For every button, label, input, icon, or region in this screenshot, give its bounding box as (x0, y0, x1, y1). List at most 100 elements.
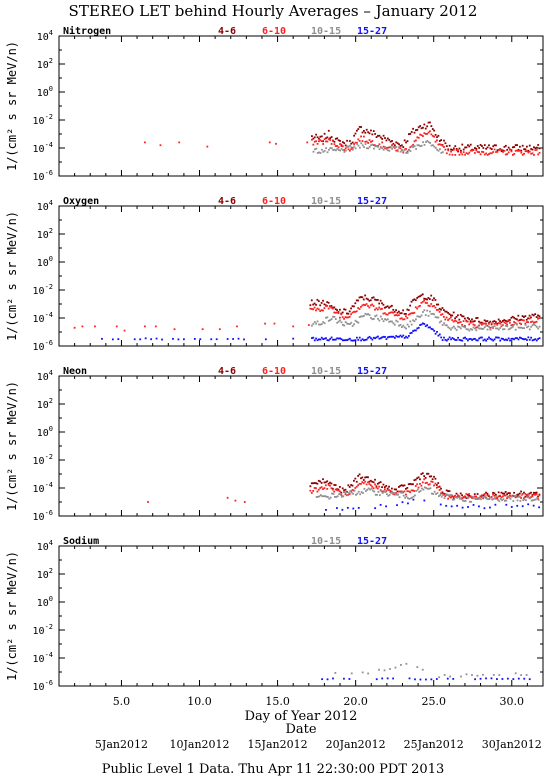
oxygen-data-point (500, 321, 503, 324)
oxygen-data-point (320, 336, 323, 339)
nitrogen-data-point (520, 151, 523, 154)
neon-data-point (469, 495, 472, 498)
sodium-data-point (514, 672, 517, 675)
oxygen-data-point (139, 338, 142, 341)
nitrogen-data-point (372, 144, 375, 146)
neon-data-point (368, 483, 371, 485)
neon-data-point (473, 495, 476, 498)
oxygen-data-point (403, 326, 406, 329)
neon-data-point (383, 490, 385, 492)
oxygen-data-point (403, 337, 406, 339)
oxygen-data-point (455, 315, 458, 318)
oxygen-data-point (440, 308, 442, 311)
sodium-data-point (332, 677, 334, 680)
nitrogen-data-point (327, 138, 330, 141)
neon-data-point (381, 492, 384, 494)
x-tick-label: 5.0 (113, 695, 131, 708)
oxygen-data-point (516, 337, 518, 340)
neon-data-point (485, 497, 488, 500)
oxygen-data-point (400, 312, 403, 315)
sodium-data-point (525, 674, 528, 676)
oxygen-data-point (377, 317, 379, 320)
nitrogen-data-point (409, 146, 412, 149)
oxygen-data-point (371, 303, 374, 306)
oxygen-data-point (496, 323, 499, 326)
sodium-data-point (474, 678, 476, 681)
oxygen-data-point (403, 313, 406, 315)
oxygen-data-point (413, 320, 416, 323)
nitrogen-data-point (412, 146, 415, 148)
nitrogen-data-point (486, 146, 489, 149)
nitrogen-data-point (443, 146, 445, 148)
neon-data-point (396, 490, 399, 493)
neon-data-point (383, 486, 386, 489)
oxygen-data-point (416, 307, 419, 310)
oxygen-data-point (475, 329, 478, 332)
oxygen-data-point (400, 335, 403, 338)
neon-data-point (513, 495, 516, 497)
oxygen-data-point (458, 321, 461, 324)
neon-data-point (409, 483, 412, 485)
neon-data-point (374, 478, 376, 481)
oxygen-data-point (413, 329, 416, 332)
neon-data-point (527, 503, 530, 506)
neon-data-point (403, 490, 406, 493)
oxygen-data-point (101, 337, 103, 340)
oxygen-data-point (329, 319, 332, 321)
neon-data-point (352, 507, 355, 510)
neon-data-point (482, 497, 485, 500)
nitrogen-data-point (459, 151, 462, 154)
neon-data-point (426, 472, 428, 475)
oxygen-data-point (341, 311, 344, 314)
oxygen-data-point (531, 324, 534, 327)
oxygen-data-point (327, 301, 330, 304)
nitrogen-data-point (372, 130, 375, 132)
oxygen-data-point (317, 300, 320, 303)
oxygen-data-point (440, 313, 442, 316)
oxygen-data-point (364, 312, 367, 315)
nitrogen-data-point (336, 137, 339, 140)
oxygen-data-point (430, 327, 433, 330)
oxygen-data-point (317, 308, 320, 311)
oxygen-data-point (371, 318, 374, 321)
neon-data-point (509, 494, 511, 497)
nitrogen-data-point (391, 147, 394, 150)
oxygen-data-point (455, 329, 458, 331)
neon-data-point (475, 497, 478, 500)
oxygen-data-point (464, 324, 466, 327)
oxygen-ytick-label: 100 (37, 255, 53, 269)
neon-ytick-label: 10-4 (33, 481, 53, 495)
neon-data-point (447, 497, 449, 500)
oxygen-data-point (472, 323, 475, 326)
sodium-data-point (528, 678, 531, 681)
neon-data-point (402, 484, 405, 487)
nitrogen-data-point (323, 138, 326, 141)
sodium-ytick-label: 102 (37, 567, 53, 581)
oxygen-data-point (410, 300, 413, 303)
oxygen-data-point (511, 337, 514, 340)
oxygen-data-point (375, 299, 378, 301)
oxygen-data-point (521, 327, 524, 330)
sodium-axes-box (58, 545, 544, 687)
oxygen-data-point (412, 319, 415, 322)
oxygen-data-point (417, 295, 420, 298)
oxygen-data-point (489, 320, 492, 323)
neon-data-point (441, 492, 444, 495)
sodium-data-point (394, 666, 397, 669)
oxygen-data-point (374, 308, 376, 311)
nitrogen-data-point (365, 140, 368, 143)
sodium-data-point (408, 677, 411, 680)
neon-data-point (345, 491, 348, 494)
nitrogen-data-point (420, 134, 423, 137)
neon-data-point (449, 496, 452, 499)
neon-data-point (436, 492, 439, 494)
nitrogen-data-point (358, 146, 361, 149)
nitrogen-data-point (517, 150, 520, 152)
nitrogen-data-point (499, 148, 502, 151)
oxygen-data-point (344, 316, 347, 319)
neon-data-point (324, 484, 327, 487)
oxygen-data-point (346, 312, 348, 315)
neon-data-point (531, 494, 534, 496)
oxygen-data-point (173, 328, 176, 331)
neon-data-point (312, 482, 315, 485)
